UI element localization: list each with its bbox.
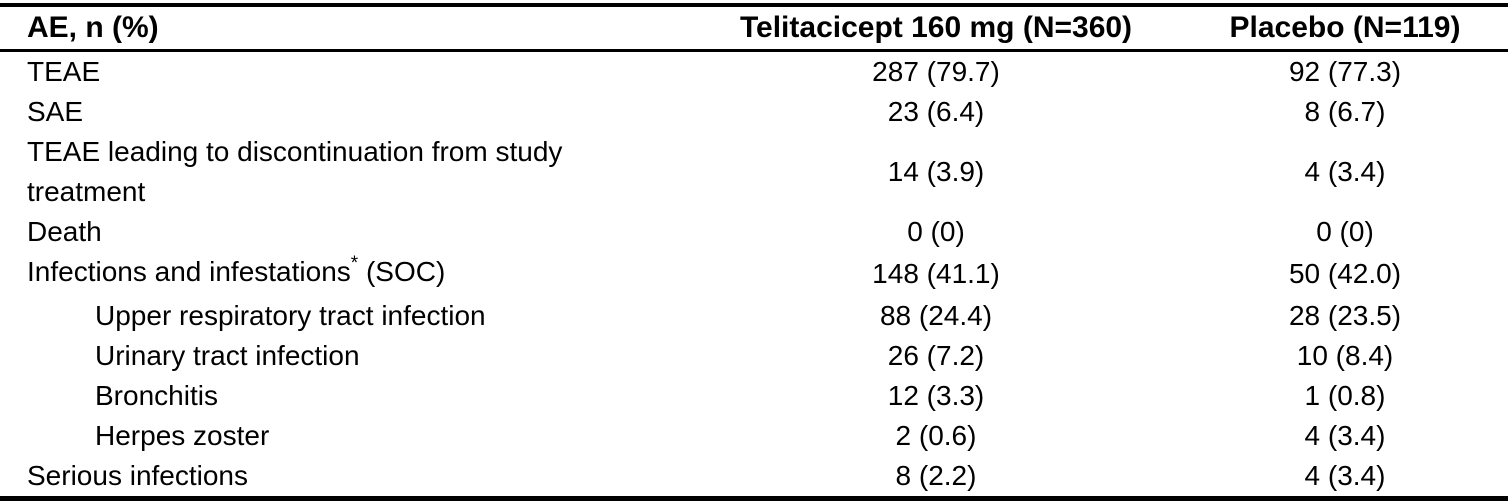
ae-label: TEAE [27, 56, 101, 87]
ae-label: Urinary tract infection [95, 340, 360, 371]
ae-label: SAE [27, 96, 84, 127]
ae-label: Bronchitis [95, 380, 218, 411]
table-row: Urinary tract infection 26 (7.2) 10 (8.4… [0, 336, 1508, 376]
table-row: Infections and infestations* (SOC) 148 (… [0, 252, 1508, 296]
telitacicept-value-cell: 26 (7.2) [887, 340, 985, 371]
placebo-value-cell: 92 (77.3) [1288, 56, 1402, 87]
telitacicept-value-cell: 23 (6.4) [887, 96, 985, 127]
ae-label-cell: Infections and infestations* (SOC) [0, 252, 690, 296]
ae-label-cell: TEAE leading to discontinuation from stu… [0, 132, 690, 212]
table-header: AE, n (%) Telitacicept 160 mg (N=360) Pl… [0, 5, 1508, 51]
ae-label: Infections and infestations [27, 256, 351, 287]
ae-label-cell: Serious infections [0, 456, 690, 499]
ae-label: Upper respiratory tract infection [95, 300, 486, 331]
telitacicept-value-cell: 12 (3.3) [887, 380, 985, 411]
placebo-value-cell: 4 (3.4) [1304, 420, 1386, 451]
ae-label-cell: Death [0, 212, 690, 252]
placebo-value-cell: 1 (0.8) [1304, 380, 1386, 411]
placebo-value-cell: 0 (0) [1316, 216, 1374, 247]
ae-label: Herpes zoster [95, 420, 270, 451]
ae-label-cell: Bronchitis [0, 376, 690, 416]
placebo-value-cell: 8 (6.7) [1304, 96, 1386, 127]
ae-label-cell: Upper respiratory tract infection [0, 296, 690, 336]
table-row: Bronchitis 12 (3.3) 1 (0.8) [0, 376, 1508, 416]
table-row: Upper respiratory tract infection 88 (24… [0, 296, 1508, 336]
ae-label: Serious infections [27, 460, 249, 491]
ae-label: Death [27, 216, 102, 247]
telitacicept-value-cell: 0 (0) [907, 216, 965, 247]
ae-label-cell: TEAE [0, 51, 690, 93]
placebo-value-cell: 4 (3.4) [1304, 156, 1386, 187]
table-row: Death 0 (0) 0 (0) [0, 212, 1508, 252]
footnote-asterisk: * [350, 253, 359, 274]
telitacicept-value-cell: 287 (79.7) [872, 56, 1000, 87]
table-row: TEAE leading to discontinuation from stu… [0, 132, 1508, 212]
placebo-value-cell: 10 (8.4) [1296, 340, 1394, 371]
ae-label-cell: Herpes zoster [0, 416, 690, 456]
telitacicept-value-cell: 88 (24.4) [879, 300, 993, 331]
table-body: TEAE 287 (79.7) 92 (77.3) SAE 23 (6.4) 8… [0, 51, 1508, 499]
table-row: TEAE 287 (79.7) 92 (77.3) [0, 51, 1508, 93]
column-header-telitacicept: Telitacicept 160 mg (N=360) [739, 11, 1133, 44]
telitacicept-value-cell: 14 (3.9) [887, 156, 985, 187]
ae-label-cell: SAE [0, 92, 690, 132]
ae-label-cell: Urinary tract infection [0, 336, 690, 376]
ae-label: TEAE leading to discontinuation from stu… [27, 136, 563, 207]
ae-label-suffix: (SOC) [358, 256, 446, 287]
placebo-value-cell: 4 (3.4) [1304, 460, 1386, 491]
placebo-value-cell: 50 (42.0) [1288, 258, 1402, 289]
telitacicept-value-cell: 148 (41.1) [872, 258, 1000, 289]
telitacicept-value-cell: 2 (0.6) [895, 420, 977, 451]
adverse-events-table: AE, n (%) Telitacicept 160 mg (N=360) Pl… [0, 3, 1508, 501]
column-header-ae: AE, n (%) [27, 11, 159, 44]
telitacicept-value-cell: 8 (2.2) [895, 460, 977, 491]
placebo-value-cell: 28 (23.5) [1288, 300, 1402, 331]
column-header-placebo: Placebo (N=119) [1229, 11, 1461, 44]
header-row: AE, n (%) Telitacicept 160 mg (N=360) Pl… [0, 5, 1508, 51]
table-row: SAE 23 (6.4) 8 (6.7) [0, 92, 1508, 132]
table-row: Serious infections 8 (2.2) 4 (3.4) [0, 456, 1508, 499]
table-row: Herpes zoster 2 (0.6) 4 (3.4) [0, 416, 1508, 456]
